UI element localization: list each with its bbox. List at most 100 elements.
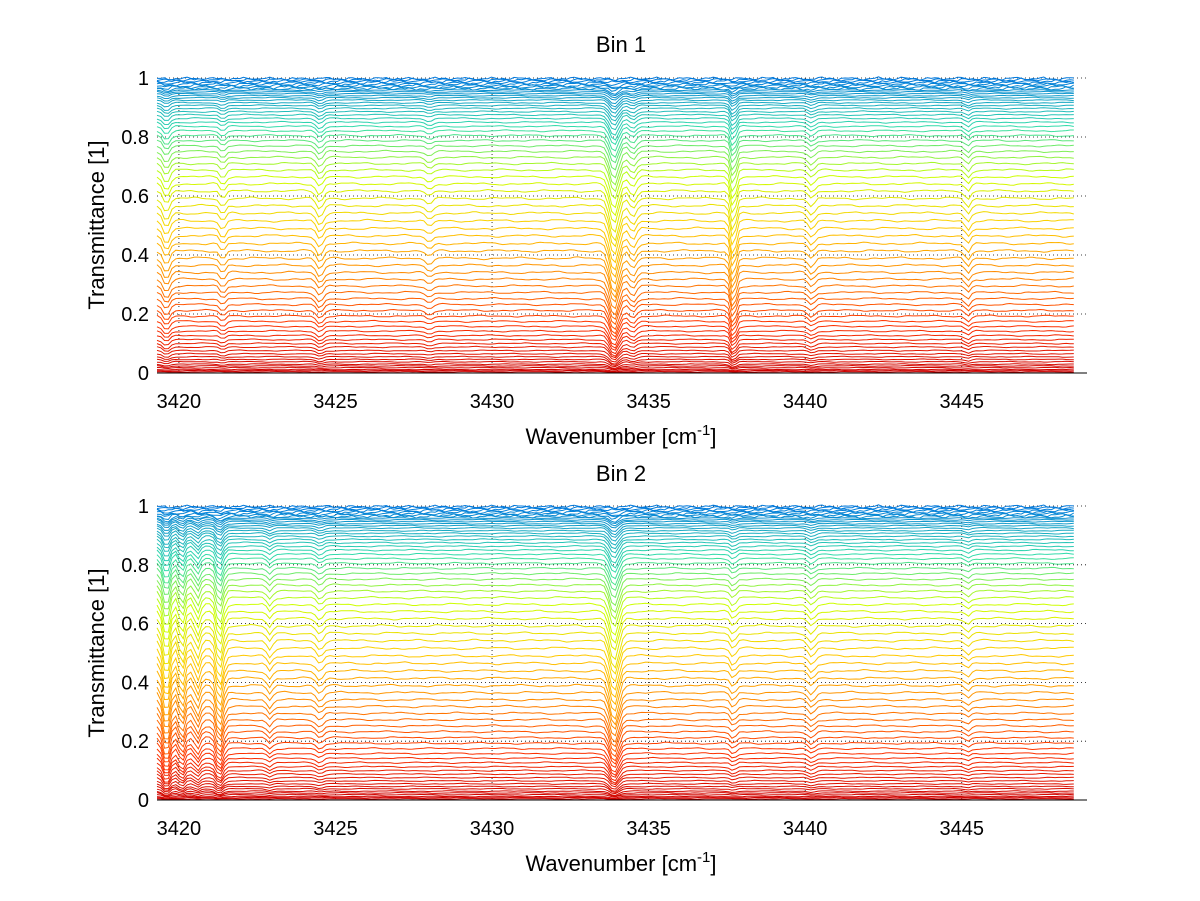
- series-line: [156, 188, 1074, 224]
- series-line: [156, 724, 1074, 753]
- series-line: [156, 319, 1074, 341]
- series-line: [156, 329, 1074, 349]
- series-line: [156, 120, 1074, 141]
- subplot-bin-1: Bin 1 0 0.2 0.4 0.6 0.8 1 3420 3425 3430 3435 344…: [84, 32, 1087, 449]
- series-line: [156, 522, 1074, 533]
- series-line: [156, 117, 1074, 136]
- series-line: [156, 538, 1074, 554]
- series-line: [156, 241, 1074, 278]
- x-axis-title-base: Wavenumber [cm: [525, 851, 697, 876]
- chart-title-bin-1: Bin 1: [596, 32, 646, 57]
- grid-bin-1: [157, 77, 1087, 373]
- x-tick-label: 3435: [626, 818, 671, 840]
- series-line: [156, 155, 1074, 186]
- x-tick-label: 3430: [470, 818, 515, 840]
- series-line: [156, 98, 1074, 110]
- y-tick-label: 0.4: [121, 672, 149, 694]
- y-tick-label: 0.6: [121, 186, 149, 208]
- series-line: [156, 752, 1074, 773]
- series-line: [156, 741, 1074, 765]
- series-line: [156, 174, 1074, 209]
- series-line: [156, 730, 1074, 758]
- series-line: [156, 360, 1074, 368]
- x-tick-label: 3445: [939, 818, 984, 840]
- x-axis-title-sup: -1: [697, 849, 710, 866]
- series-line: [156, 516, 1074, 525]
- series-line: [156, 203, 1074, 242]
- series-line: [156, 138, 1074, 164]
- series-line: [156, 324, 1074, 346]
- series-line: [156, 277, 1074, 310]
- series-line: [156, 196, 1074, 233]
- y-tick-label: 1: [138, 68, 149, 90]
- series-line: [156, 290, 1074, 321]
- series-line: [157, 84, 1074, 92]
- series-line: [156, 342, 1074, 357]
- series-line: [156, 796, 1074, 800]
- series-line: [157, 504, 1074, 510]
- y-tick-label: 0.8: [121, 555, 149, 577]
- series-line: [156, 616, 1074, 651]
- y-tick-label: 0: [138, 363, 149, 385]
- chart-title-bin-2: Bin 2: [596, 461, 646, 486]
- series-line: [156, 352, 1074, 363]
- series-line: [156, 544, 1074, 564]
- y-axis-title-bin-1: Transmittance [1]: [84, 140, 109, 309]
- series-line: [156, 795, 1074, 799]
- series-line: [156, 284, 1074, 316]
- series-line: [156, 509, 1074, 517]
- series-line: [156, 776, 1074, 788]
- x-tick-label: 3440: [783, 391, 828, 413]
- x-ticks-bin-1: 3420 3425 3430 3435 3440 3445: [157, 391, 984, 413]
- series-line: [156, 518, 1074, 527]
- series-line: [156, 182, 1074, 217]
- series-line: [156, 133, 1074, 158]
- series-line: [156, 104, 1074, 118]
- series-line: [156, 541, 1074, 559]
- x-ticks-bin-2: 3420 3425 3430 3435 3440 3445: [157, 818, 984, 840]
- series-line: [156, 653, 1074, 691]
- x-tick-label: 3425: [313, 391, 358, 413]
- series-line: [156, 144, 1074, 171]
- series-line: [156, 583, 1074, 614]
- series-line: [156, 791, 1074, 797]
- series-line: [156, 113, 1074, 131]
- series-line: [156, 513, 1074, 523]
- y-ticks-bin-1: 0 0.2 0.4 0.6 0.8 1: [121, 68, 149, 385]
- series-line: [156, 787, 1074, 795]
- series-line: [156, 256, 1074, 293]
- series-line: [156, 790, 1074, 796]
- series-line: [156, 623, 1074, 661]
- series-line: [156, 90, 1074, 99]
- series-line: [156, 85, 1074, 95]
- series-line: [156, 94, 1074, 105]
- series-line: [156, 676, 1074, 712]
- series-line: [156, 161, 1074, 193]
- y-tick-label: 0.6: [121, 614, 149, 636]
- series-line: [156, 711, 1074, 743]
- subplot-bin-2: Bin 2 0 0.2 0.4 0.6 0.8 1 3420 3425 3430 3435 344…: [84, 461, 1087, 876]
- series-line: [156, 129, 1074, 152]
- x-tick-label: 3420: [157, 391, 202, 413]
- series-line: [156, 226, 1074, 264]
- x-tick-label: 3435: [626, 391, 671, 413]
- y-axis-title-bin-2: Transmittance [1]: [84, 568, 109, 737]
- x-tick-label: 3425: [313, 818, 358, 840]
- series-line: [156, 571, 1074, 599]
- series-line: [156, 548, 1074, 569]
- series-line: [156, 89, 1074, 97]
- series-line: [156, 520, 1074, 529]
- series-group-bin-2: [156, 504, 1075, 801]
- x-axis-title-close: ]: [710, 424, 716, 449]
- series-line: [156, 168, 1074, 200]
- y-ticks-bin-2: 0 0.2 0.4 0.6 0.8 1: [121, 496, 149, 812]
- series-line: [156, 589, 1074, 620]
- series-line: [156, 358, 1074, 367]
- series-line: [156, 756, 1074, 776]
- series-line: [156, 302, 1074, 331]
- x-axis-title-sup: -1: [697, 422, 710, 439]
- series-line: [156, 602, 1074, 636]
- x-axis-title-bin-2: Wavenumber [cm-1]: [525, 849, 716, 876]
- series-line: [156, 355, 1074, 365]
